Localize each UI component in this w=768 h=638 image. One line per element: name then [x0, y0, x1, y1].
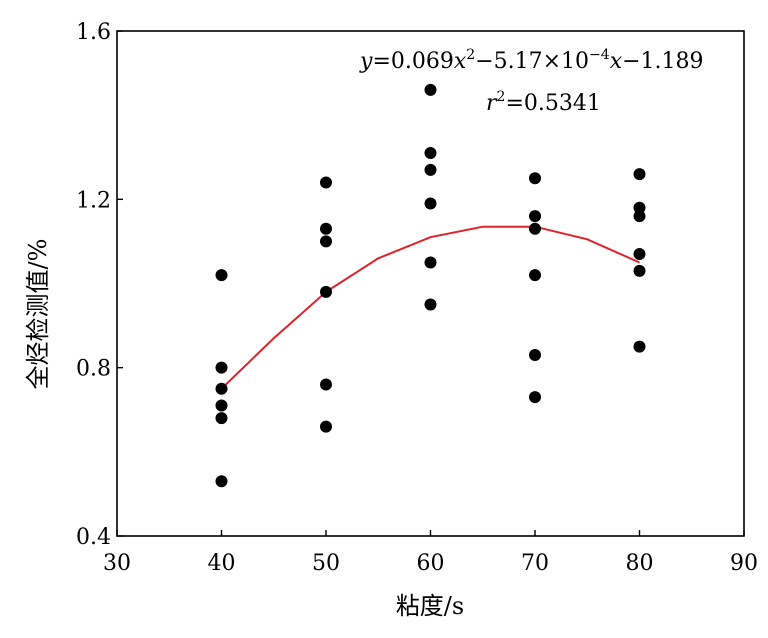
- data-point: [633, 340, 646, 353]
- data-point: [424, 83, 437, 96]
- data-point: [633, 264, 646, 277]
- data-point: [215, 269, 228, 282]
- data-point: [424, 147, 437, 160]
- y-tick-label: 0.8: [76, 357, 111, 382]
- x-tick-label: 90: [730, 551, 758, 576]
- data-point: [215, 382, 228, 395]
- eq-y: y: [359, 49, 373, 74]
- data-point: [424, 298, 437, 311]
- data-point: [529, 172, 541, 185]
- x-tick-label: 50: [312, 551, 340, 576]
- data-point: [215, 361, 228, 374]
- data-point: [320, 285, 332, 298]
- data-point: [529, 269, 541, 282]
- x-axis-label: 粘度/s: [396, 592, 464, 620]
- data-point: [633, 210, 646, 223]
- data-point: [424, 256, 437, 269]
- data-point: [424, 163, 437, 176]
- data-point: [320, 420, 332, 433]
- y-tick-label: 0.4: [76, 525, 111, 550]
- r2-val: =0.5341: [505, 91, 600, 116]
- data-point: [633, 248, 646, 261]
- data-point: [215, 412, 228, 425]
- ticks-layer: 30 40 50 60 70 80 90 0.4 0.8 1.2 1.6: [76, 20, 758, 576]
- y-axis-label: 全烃检测值/%: [24, 239, 52, 390]
- eq-a: =0.069: [372, 49, 453, 74]
- data-point: [215, 475, 228, 488]
- data-point: [320, 235, 332, 248]
- data-point: [633, 168, 646, 181]
- data-point: [320, 222, 332, 235]
- y-tick-label: 1.6: [76, 20, 111, 45]
- data-point: [424, 197, 437, 210]
- points-layer: [215, 83, 646, 488]
- data-point: [320, 176, 332, 189]
- x-tick-label: 80: [626, 551, 654, 576]
- y-tick-label: 1.2: [76, 188, 111, 213]
- eq-b: −5.17×10: [475, 49, 589, 74]
- data-point: [215, 399, 228, 412]
- x-tick-label: 60: [417, 551, 445, 576]
- data-point: [633, 201, 646, 214]
- eq-x1: x: [454, 49, 467, 74]
- x-tick-label: 40: [208, 551, 236, 576]
- eq-exp: −4: [589, 47, 610, 63]
- data-point: [320, 378, 332, 391]
- fit-equation: y=0.069x2−5.17×10−4x−1.189: [359, 47, 704, 74]
- data-point: [529, 210, 541, 223]
- eq-c: −1.189: [622, 49, 703, 74]
- r2-label: r2=0.5341: [486, 89, 601, 116]
- r2-r: r: [486, 91, 498, 116]
- r2-p2: 2: [497, 89, 506, 105]
- x-tick-label: 30: [103, 551, 131, 576]
- eq-x2: x: [610, 49, 623, 74]
- data-point: [529, 222, 541, 235]
- fit-curve: [220, 225, 640, 390]
- data-point: [529, 391, 541, 404]
- plot-frame: [116, 30, 745, 537]
- x-tick-label: 70: [521, 551, 549, 576]
- data-point: [529, 349, 541, 362]
- eq-p2: 2: [466, 47, 475, 63]
